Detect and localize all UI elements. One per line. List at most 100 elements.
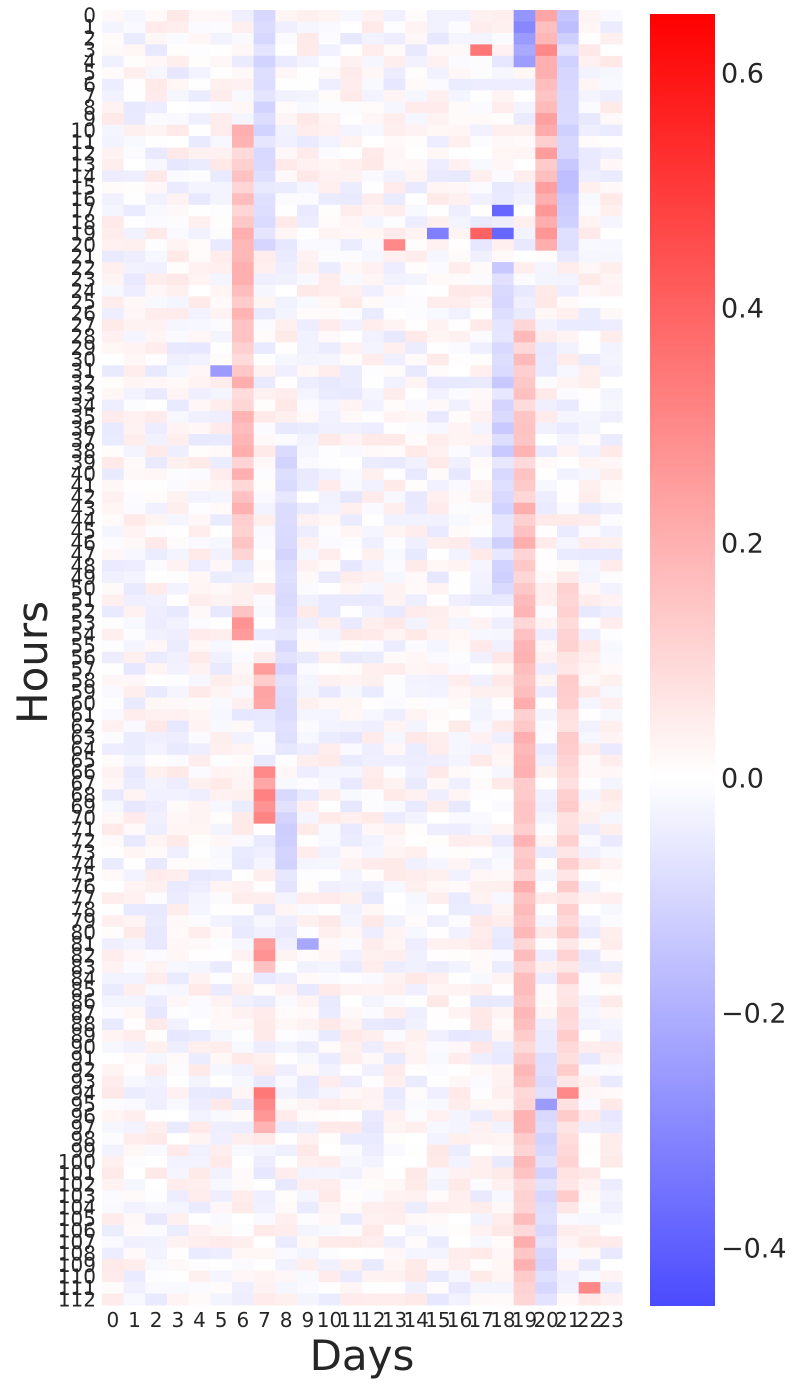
heatmap-cell (427, 560, 450, 572)
heatmap-cell (123, 456, 146, 469)
heatmap-cell (232, 124, 255, 137)
heatmap-cell (340, 227, 363, 240)
heatmap-cell (253, 720, 276, 733)
heatmap-cell (253, 365, 276, 378)
heatmap-cell (232, 1087, 255, 1100)
heatmap-cell (232, 846, 255, 859)
heatmap-cell (188, 651, 211, 664)
heatmap-cell (340, 880, 363, 893)
heatmap-cell (318, 537, 341, 550)
heatmap-cell (318, 777, 341, 790)
heatmap-cell (448, 434, 471, 446)
heatmap-cell (600, 926, 623, 939)
heatmap-cell (448, 548, 471, 561)
heatmap-cell (535, 1098, 558, 1111)
heatmap-cell (318, 78, 341, 91)
heatmap-cell (210, 1224, 233, 1237)
heatmap-cell (427, 136, 450, 148)
heatmap-cell (383, 1029, 406, 1042)
heatmap-cell (383, 938, 406, 951)
heatmap-cell (167, 514, 190, 527)
heatmap-cell (297, 239, 320, 252)
heatmap-cell (167, 548, 190, 561)
heatmap-cell (427, 858, 450, 870)
heatmap-cell (513, 628, 536, 641)
heatmap-cell (557, 1087, 580, 1100)
heatmap-cell (383, 1007, 406, 1019)
heatmap-cell (448, 285, 471, 297)
heatmap-cell (297, 995, 320, 1008)
heatmap-cell (513, 388, 536, 401)
heatmap-cell (557, 777, 580, 790)
heatmap-cell (188, 525, 211, 538)
heatmap-cell (513, 1144, 536, 1157)
heatmap-cell (405, 1018, 428, 1031)
heatmap-cell (600, 90, 623, 103)
heatmap-cell (405, 1029, 428, 1042)
heatmap-cell (340, 686, 363, 699)
heatmap-cell (167, 307, 190, 320)
heatmap-cell (600, 1075, 623, 1088)
heatmap-cell (535, 10, 558, 22)
heatmap-cell (492, 617, 515, 630)
heatmap-cell (492, 90, 515, 103)
heatmap-cell (340, 583, 363, 595)
heatmap-cell (448, 307, 471, 320)
heatmap-cell (297, 709, 320, 721)
heatmap-cell (232, 1282, 255, 1294)
heatmap-cell (253, 1087, 276, 1100)
heatmap-cell (600, 78, 623, 91)
heatmap-cell (297, 525, 320, 538)
heatmap-cell (188, 1282, 211, 1294)
heatmap-cell (383, 124, 406, 137)
heatmap-cell (297, 434, 320, 446)
heatmap-cell (362, 181, 385, 194)
heatmap-cell (383, 777, 406, 790)
heatmap-cell (340, 273, 363, 286)
heatmap-cell (362, 1064, 385, 1077)
heatmap-cell (470, 560, 493, 572)
heatmap-cell (340, 869, 363, 882)
heatmap-cell (470, 136, 493, 148)
heatmap-cell (470, 285, 493, 297)
heatmap-cell (578, 1201, 601, 1214)
heatmap-cell (210, 709, 233, 721)
heatmap-cell (578, 949, 601, 962)
heatmap-cell (513, 972, 536, 985)
heatmap-cell (535, 1190, 558, 1203)
heatmap-cell (362, 411, 385, 423)
x-tick-label: 23 (598, 1308, 623, 1332)
heatmap-cell (492, 514, 515, 527)
heatmap-cell (362, 388, 385, 401)
heatmap-cell (557, 239, 580, 252)
heatmap-cell (167, 1041, 190, 1054)
heatmap-cell (448, 731, 471, 744)
heatmap-cell (318, 262, 341, 274)
heatmap-cell (145, 869, 168, 882)
heatmap-cell (470, 1190, 493, 1203)
heatmap-cell (210, 789, 233, 802)
heatmap-cell (383, 1282, 406, 1294)
heatmap-cell (513, 1213, 536, 1226)
heatmap-cell (275, 388, 298, 401)
heatmap-cell (123, 147, 146, 160)
heatmap-cell (253, 984, 276, 996)
heatmap-cell (405, 55, 428, 68)
heatmap-cell (513, 995, 536, 1008)
heatmap-cell (340, 720, 363, 733)
heatmap-cell (513, 789, 536, 802)
heatmap-cell (340, 1144, 363, 1157)
heatmap-cell (600, 399, 623, 412)
heatmap-cell (340, 147, 363, 160)
heatmap-cell (600, 1041, 623, 1054)
heatmap-cell (470, 307, 493, 320)
heatmap-cell (318, 411, 341, 423)
heatmap-cell (362, 674, 385, 687)
heatmap-cell (535, 1293, 558, 1306)
heatmap-cell (600, 353, 623, 366)
heatmap-cell (470, 32, 493, 45)
heatmap-cell (232, 136, 255, 148)
heatmap-cell (405, 101, 428, 114)
heatmap-cell (383, 1121, 406, 1134)
heatmap-cell (188, 995, 211, 1008)
